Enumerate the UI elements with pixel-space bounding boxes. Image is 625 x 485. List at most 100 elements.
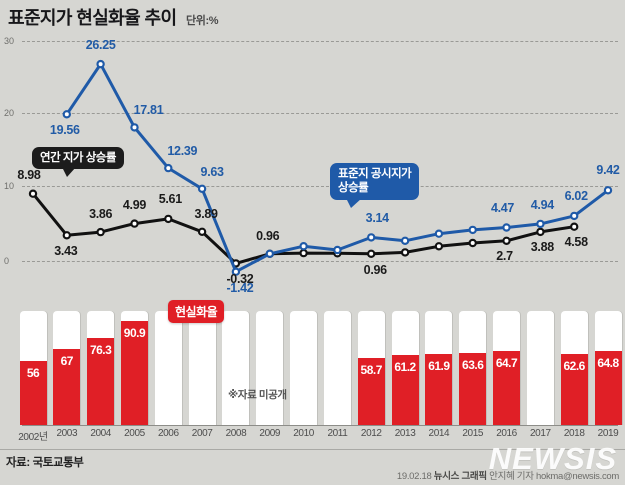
bar-fill <box>594 351 622 425</box>
point-label-blue-2003: 19.56 <box>49 123 80 138</box>
data-point <box>536 219 545 229</box>
y-tick-10: 10 <box>4 181 15 191</box>
point-label-black-2003: 3.43 <box>54 244 78 259</box>
bar-value-label: 64.7 <box>495 356 518 371</box>
bar-value-label: 58.7 <box>360 363 383 378</box>
bar-value-label: 64.8 <box>597 356 619 371</box>
point-label-blue-2016: 4.47 <box>490 201 515 216</box>
point-label-black-2006: 5.61 <box>158 191 182 206</box>
point-label-black-2009: 0.96 <box>256 228 280 243</box>
bar-fill <box>53 348 81 425</box>
point-label-black-2016: 2.7 <box>496 248 513 263</box>
point-label-black-2012: 0.96 <box>363 262 387 277</box>
bar-fill <box>459 352 487 425</box>
data-point <box>164 163 173 173</box>
page-title: 표준지가 현실화율 추이 <box>8 8 177 28</box>
bar-value-label: 61.2 <box>394 360 416 375</box>
data-point <box>468 238 477 248</box>
callout-blue-line1: 표준지 공시지가 <box>338 168 412 180</box>
credit-date: 19.02.18 <box>396 471 432 482</box>
x-tick-2014: 2014 <box>428 428 450 439</box>
callout-tail <box>346 197 362 208</box>
bar-value-label: 63.6 <box>462 357 484 372</box>
data-point <box>367 249 376 258</box>
x-tick-2012: 2012 <box>360 428 382 439</box>
data-point <box>197 227 207 236</box>
gridline-0 <box>22 261 618 262</box>
x-tick-2015: 2015 <box>462 428 484 439</box>
data-point <box>130 123 139 132</box>
source-label: 자료: 국토교통부 <box>6 457 84 469</box>
gridline-10 <box>22 186 618 187</box>
bar-fill <box>87 338 115 425</box>
credit-email: hokma@newsis.com <box>536 471 619 482</box>
unit-label: 단위:% <box>186 15 219 27</box>
point-label-blue-2008: -1.42 <box>226 280 254 295</box>
data-point <box>62 110 72 119</box>
line-series-svg <box>28 59 613 276</box>
point-label-blue-2004: 26.25 <box>85 38 116 53</box>
bar-value-label: 61.9 <box>428 359 450 374</box>
bar-track <box>323 311 351 425</box>
bar-track <box>526 311 554 425</box>
x-tick-2019: 2019 <box>597 428 619 439</box>
data-point <box>502 236 511 245</box>
data-point <box>28 189 38 198</box>
x-tick-2007: 2007 <box>191 428 213 439</box>
data-point <box>536 227 545 237</box>
bar-fill <box>19 361 47 425</box>
data-point <box>96 59 105 69</box>
gridline-30 <box>22 41 618 42</box>
data-point <box>299 248 308 258</box>
data-point <box>231 267 241 276</box>
footer-divider <box>0 449 625 450</box>
y-tick-0: 0 <box>4 256 10 266</box>
no-data-note: ※자료 미공개 <box>228 389 287 401</box>
point-label-blue-2019: 9.42 <box>596 163 620 178</box>
data-point <box>265 249 274 258</box>
data-point <box>400 236 410 245</box>
x-tick-2002년: 2002년 <box>18 432 48 443</box>
credit-reporter: 안지혜 기자 <box>489 471 534 482</box>
x-tick-2008: 2008 <box>225 428 247 439</box>
x-axis: 2002년 2003 2004 2005 2006 2007 2008 2009 2010 201… <box>0 425 625 447</box>
status-badge-realization-rate: 현실화율 <box>168 300 225 323</box>
data-point <box>164 214 173 224</box>
bar-value-label: 67 <box>60 353 74 368</box>
callout-black-text: 연간 지가 상승률 <box>40 152 116 164</box>
bar-fill <box>120 321 148 425</box>
bar-fill <box>391 355 419 425</box>
point-label-black-2017: 3.88 <box>530 239 554 254</box>
data-point <box>400 248 410 257</box>
point-label-blue-2012: 3.14 <box>365 211 389 226</box>
data-point <box>434 229 444 238</box>
x-tick-2003: 2003 <box>56 428 78 439</box>
credit-org: 뉴시스 그래픽 <box>433 471 487 482</box>
x-tick-2009: 2009 <box>259 428 281 439</box>
data-point <box>62 231 72 240</box>
callout-tail <box>62 167 76 178</box>
x-tick-2013: 2013 <box>394 428 416 439</box>
data-point <box>367 233 376 242</box>
point-label-black-2002년: 8.98 <box>17 167 41 182</box>
x-tick-2011: 2011 <box>327 428 348 439</box>
data-point <box>468 225 477 235</box>
y-tick-20: 20 <box>4 108 15 118</box>
x-tick-2005: 2005 <box>124 428 145 439</box>
x-tick-2004: 2004 <box>90 428 111 439</box>
data-point <box>333 245 342 255</box>
gridline-20 <box>22 113 618 114</box>
bar-chart: 56 67 76.3 90.9 58.7 61.2 61.9 63.6 64.7 62.6 64.8 <box>0 297 625 425</box>
callout-standard-land-price: 표준지 공시지가 상승률 <box>330 163 420 208</box>
data-point <box>130 219 139 228</box>
bar-track <box>222 311 250 425</box>
bar-fill <box>560 353 588 425</box>
point-label-blue-2007: 9.63 <box>200 164 224 179</box>
point-label-black-2018: 4.58 <box>564 234 588 249</box>
point-label-blue-2017: 4.94 <box>530 197 554 212</box>
bar-track <box>188 311 216 425</box>
x-tick-2017: 2017 <box>530 428 551 439</box>
bar-track <box>256 311 284 425</box>
data-point <box>603 186 613 195</box>
